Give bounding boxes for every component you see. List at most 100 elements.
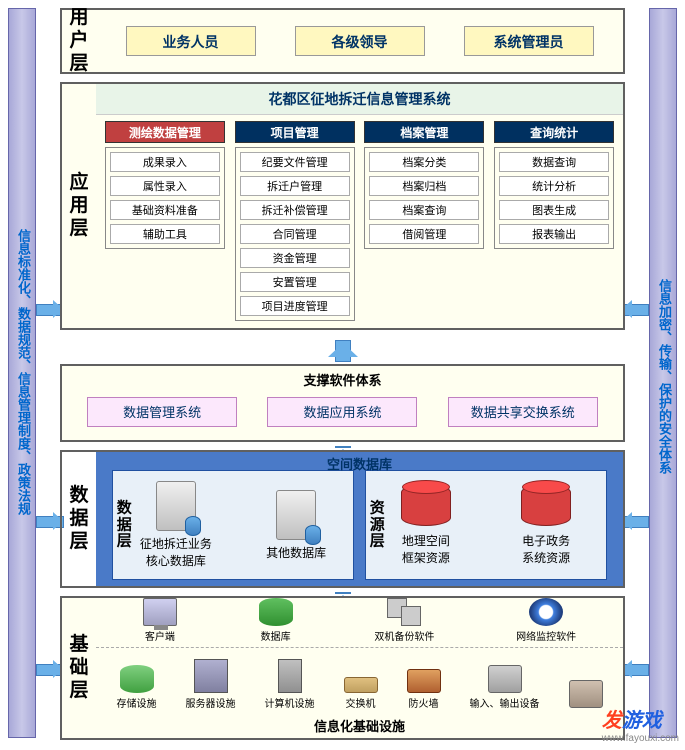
ic-fire-icon: [407, 669, 441, 693]
app-item: 图表生成: [499, 200, 609, 220]
other-db-label: 其他数据库: [266, 544, 326, 561]
role-leader: 各级领导: [295, 26, 425, 56]
infra-item-label: 存储设施: [117, 695, 157, 710]
left-pillar: 信息标准化、数据规范、信息管理制度、政策法规: [8, 8, 36, 738]
app-layer-label: 应用层: [68, 172, 90, 240]
user-layer: 用户层 业务人员 各级领导 系统管理员: [60, 8, 625, 74]
arrow-right-to-app: [621, 300, 649, 318]
infra-item-label: 双机备份软件: [374, 628, 434, 643]
ic-tower-icon: [278, 659, 302, 693]
app-item: 借阅管理: [369, 224, 479, 244]
ic-pc-icon: [143, 598, 177, 626]
infra-item: 计算机设施: [265, 659, 315, 710]
app-item: 档案归档: [369, 176, 479, 196]
app-item: 辅助工具: [110, 224, 220, 244]
app-item: 基础资料准备: [110, 200, 220, 220]
infra-item-label: 数据库: [259, 628, 293, 643]
role-business: 业务人员: [126, 26, 256, 56]
app-item: 成果录入: [110, 152, 220, 172]
watermark-yx: 游戏: [622, 710, 662, 732]
watermark: 发游戏 www.fayouxi.com: [602, 704, 679, 744]
app-column: 查询统计数据查询统计分析图表生成报表输出: [494, 121, 614, 321]
server-icon: [156, 481, 196, 531]
infra-title: 信息化基础设施: [96, 714, 623, 735]
app-column-head: 档案管理: [364, 121, 484, 143]
infra-item-label: 服务器设施: [186, 695, 236, 710]
app-item: 纪要文件管理: [240, 152, 350, 172]
app-column: 测绘数据管理成果录入属性录入基础资料准备辅助工具: [105, 121, 225, 321]
database-group: 数据层 征地拆迁业务核心数据库 其他数据库: [112, 470, 354, 580]
app-item: 资金管理: [240, 248, 350, 268]
spatial-db-title: 空间数据库: [327, 454, 392, 473]
app-system-title: 花都区征地拆迁信息管理系统: [96, 84, 623, 115]
support-layer: 支撑软件体系 数据管理系统 数据应用系统 数据共享交换系统: [60, 364, 625, 442]
infrastructure-layer: 基础层 客户端 数据库 双机备份软件 网络监控软件 存储设施 服务器设施 计算机设施 交换机…: [60, 596, 625, 740]
right-pillar: 信息加密、传输、保护的安全体系: [649, 8, 677, 738]
role-admin: 系统管理员: [464, 26, 594, 56]
ic-db-icon: [259, 598, 293, 626]
user-layer-label: 用户层: [68, 7, 90, 75]
infra-item-label: 客户端: [143, 628, 177, 643]
data-layer-label: 数据层: [68, 485, 90, 553]
infra-item: 网络监控软件: [516, 598, 576, 643]
app-item: 拆迁补偿管理: [240, 200, 350, 220]
left-pillar-text: 信息标准化、数据规范、信息管理制度、政策法规: [14, 229, 32, 515]
ic-printer-icon: [488, 665, 522, 693]
infra-item-label: 网络监控软件: [516, 628, 576, 643]
server-icon: [276, 490, 316, 540]
infra-item: 交换机: [344, 667, 378, 710]
arrow-support-to-app: [328, 340, 358, 362]
app-item: 属性录入: [110, 176, 220, 196]
geo-resource: 地理空间框架资源: [401, 484, 451, 566]
arrow-right-to-data: [621, 512, 649, 530]
watermark-fa: 发: [602, 710, 622, 732]
watermark-url: www.fayouxi.com: [602, 733, 679, 744]
resource-sublabel: 资源层: [370, 500, 388, 550]
cylinder-icon: [401, 484, 451, 526]
app-item: 档案分类: [369, 152, 479, 172]
egov-label: 电子政务系统资源: [521, 532, 571, 566]
infra-item: 数据库: [259, 598, 293, 643]
ic-cabinet-icon: [194, 659, 228, 693]
support-title: 支撑软件体系: [62, 366, 623, 393]
app-item: 报表输出: [499, 224, 609, 244]
infra-item-label: 计算机设施: [265, 695, 315, 710]
core-database: 征地拆迁业务核心数据库: [140, 481, 212, 569]
ic-eye-icon: [529, 598, 563, 626]
app-item: 统计分析: [499, 176, 609, 196]
app-column-head: 测绘数据管理: [105, 121, 225, 143]
right-pillar-text: 信息加密、传输、保护的安全体系: [655, 279, 673, 474]
infra-item-label: 交换机: [344, 695, 378, 710]
app-item: 数据查询: [499, 152, 609, 172]
infra-item: 双机备份软件: [374, 598, 434, 643]
app-column-body: 纪要文件管理拆迁户管理拆迁补偿管理合同管理资金管理安置管理项目进度管理: [235, 147, 355, 321]
infra-item: 客户端: [143, 598, 177, 643]
app-item: 安置管理: [240, 272, 350, 292]
app-item: 拆迁户管理: [240, 176, 350, 196]
app-item: 合同管理: [240, 224, 350, 244]
support-data-mgmt: 数据管理系统: [87, 397, 237, 427]
database-sublabel: 数据层: [117, 500, 135, 550]
infra-item: 服务器设施: [186, 659, 236, 710]
infra-item: 防火墙: [407, 669, 441, 710]
app-column-body: 数据查询统计分析图表生成报表输出: [494, 147, 614, 249]
app-column: 项目管理纪要文件管理拆迁户管理拆迁补偿管理合同管理资金管理安置管理项目进度管理: [235, 121, 355, 321]
infra-layer-label: 基础层: [68, 634, 90, 702]
support-data-app: 数据应用系统: [267, 397, 417, 427]
geo-label: 地理空间框架资源: [401, 532, 451, 566]
other-database: 其他数据库: [266, 490, 326, 561]
app-item: 项目进度管理: [240, 296, 350, 316]
cylinder-icon: [521, 484, 571, 526]
ic-dual-icon: [387, 598, 421, 626]
application-layer: 应用层 花都区征地拆迁信息管理系统 测绘数据管理成果录入属性录入基础资料准备辅助…: [60, 82, 625, 330]
app-column-body: 档案分类档案归档档案查询借阅管理: [364, 147, 484, 249]
infra-item: [569, 680, 603, 710]
ic-switch-icon: [344, 677, 378, 693]
app-column-body: 成果录入属性录入基础资料准备辅助工具: [105, 147, 225, 249]
resource-group: 资源层 地理空间框架资源 电子政务系统资源: [365, 470, 607, 580]
app-column-head: 查询统计: [494, 121, 614, 143]
arrow-right-to-infra: [621, 660, 649, 678]
app-item: 档案查询: [369, 200, 479, 220]
infra-item: 输入、输出设备: [470, 665, 540, 710]
core-db-label: 征地拆迁业务核心数据库: [140, 535, 212, 569]
